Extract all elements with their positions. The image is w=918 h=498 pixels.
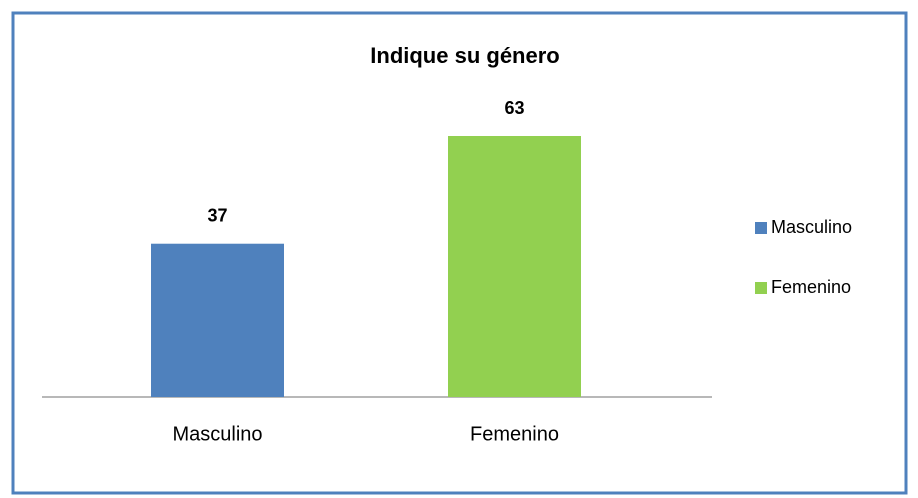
bar (448, 136, 581, 397)
bar (151, 243, 284, 397)
x-tick-label: Masculino (172, 423, 262, 445)
data-label: 63 (504, 98, 524, 118)
legend-label: Femenino (771, 277, 851, 297)
legend-label: Masculino (771, 217, 852, 237)
data-label: 37 (207, 205, 227, 225)
legend-swatch (755, 282, 767, 294)
legend-swatch (755, 222, 767, 234)
chart-title: Indique su género (370, 43, 559, 68)
x-tick-label: Femenino (470, 423, 559, 445)
